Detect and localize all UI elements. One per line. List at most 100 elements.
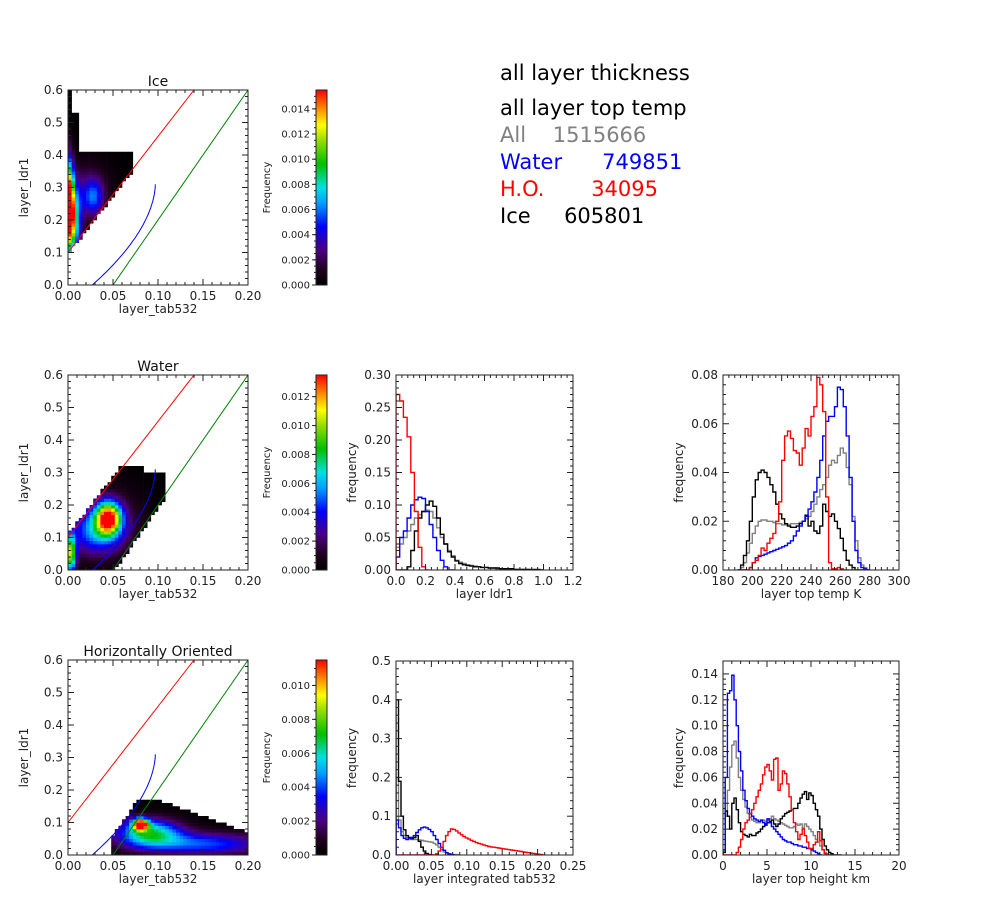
heatmap-cell [82, 518, 87, 522]
heatmap-cell [82, 521, 87, 525]
heatmap-cell [68, 177, 72, 182]
heatmap-cell [150, 498, 155, 503]
heatmap-cell [208, 825, 213, 830]
y-tick-label: 0.06 [691, 417, 718, 431]
heatmap-cell [100, 521, 105, 525]
heatmap-cell [78, 184, 83, 188]
heatmap-cell [237, 838, 242, 843]
heatmap-cell [147, 485, 152, 490]
x-axis-label: layer_tab532 [119, 872, 198, 886]
heatmap-cell [132, 475, 137, 480]
heatmap-cell [111, 181, 116, 185]
heatmap-cell [68, 547, 72, 551]
heatmap-cells [68, 466, 166, 571]
colorbar-tick-label: 0.006 [281, 749, 310, 760]
heatmap-cell [96, 151, 101, 156]
heatmap-cell [100, 547, 105, 551]
heatmap-cell [104, 540, 108, 545]
heatmap-cell [104, 187, 108, 192]
heatmap-cell [161, 842, 166, 846]
heatmap-cell [143, 492, 148, 496]
y-tick-label: 0.12 [691, 693, 718, 707]
heatmap-cell [161, 803, 166, 807]
heatmap-cell [71, 242, 76, 247]
heatmap-cell [190, 825, 195, 830]
heatmap-cell [118, 851, 123, 856]
x-tick-label: 5 [763, 859, 771, 873]
heatmap-cell [96, 518, 101, 522]
heatmap-cell [86, 197, 90, 201]
heatmap-cell [143, 835, 148, 840]
heatmap-cell [78, 236, 83, 240]
heatmap-cell [111, 155, 116, 159]
y-tick-label: 0.1 [372, 809, 391, 823]
heatmap-cell [96, 508, 101, 512]
heatmap-cell [125, 469, 130, 473]
heatmap-cell [183, 829, 188, 833]
heatmap-cell [96, 187, 101, 192]
heatmap-cell [201, 838, 206, 843]
heatmap-cell [100, 524, 105, 529]
heatmap-cell [179, 822, 184, 827]
heatmap-cell [183, 848, 188, 853]
heatmap-cell [150, 508, 155, 512]
heatmap-cell [125, 521, 130, 525]
heatmap-cell [219, 829, 224, 833]
heatmap-cell [186, 822, 191, 827]
heatmap-cell [82, 226, 87, 231]
heatmap-cell [82, 563, 87, 568]
heatmap-cell [132, 479, 137, 483]
x-axis-label: layer_tab532 [119, 587, 198, 601]
heatmap-cell [154, 475, 159, 480]
y-tick-label: 0.6 [44, 653, 63, 667]
heatmap-cell [114, 177, 119, 182]
x-tick-label: 0.05 [418, 859, 445, 873]
heatmap-cell [201, 842, 206, 846]
heatmap-cell [100, 518, 105, 522]
heatmap-cell [118, 158, 123, 162]
heatmap-cell [161, 829, 166, 833]
heatmap-cell [158, 819, 162, 823]
heatmap-cell [100, 155, 105, 159]
heatmap-cell [161, 822, 166, 827]
heatmap-cell [154, 806, 159, 810]
heatmap-cell [201, 829, 206, 833]
heatmap-cell [82, 220, 87, 224]
heatmap-cell [244, 835, 249, 840]
heatmap-cell [122, 527, 126, 532]
histogram-series-water [737, 386, 870, 570]
heatmap-cell [179, 851, 184, 856]
heatmap-cell [197, 825, 202, 830]
heatmap-cell [114, 527, 119, 532]
heatmap-cell [118, 521, 123, 525]
heatmap-cell [122, 514, 126, 519]
heatmap-cell [147, 475, 152, 480]
x-tick-label: 1.2 [563, 574, 582, 588]
heatmap-cell [154, 803, 159, 807]
heatmap-cell [111, 498, 116, 503]
heatmap-cell [104, 534, 108, 538]
heatmap-cell [143, 501, 148, 506]
heatmap-cell [122, 177, 126, 182]
heatmap-cell [75, 560, 80, 564]
heatmap-cell [212, 838, 216, 843]
heatmap-cell [143, 514, 148, 519]
heatmap-cell [68, 93, 72, 97]
heatmap-cell [100, 553, 105, 558]
heatmap-cell [179, 848, 184, 853]
heatmap-cell [68, 168, 72, 172]
heatmap-cell [147, 816, 152, 820]
heatmap-cell [68, 116, 72, 120]
heatmap-cell [86, 540, 90, 545]
heatmap-cell [215, 825, 220, 830]
heatmap-cell [140, 498, 144, 503]
heatmap-cell [68, 550, 72, 555]
heatmap-cell [78, 164, 83, 169]
heatmap-cell [78, 557, 83, 561]
heatmap-cell [154, 809, 159, 814]
heatmap-cell [104, 161, 108, 166]
y-tick-label: 0.14 [691, 667, 718, 681]
heatmap-cell [118, 184, 123, 188]
heatmap-cell [136, 501, 141, 506]
y-tick-label: 0.6 [44, 83, 63, 97]
